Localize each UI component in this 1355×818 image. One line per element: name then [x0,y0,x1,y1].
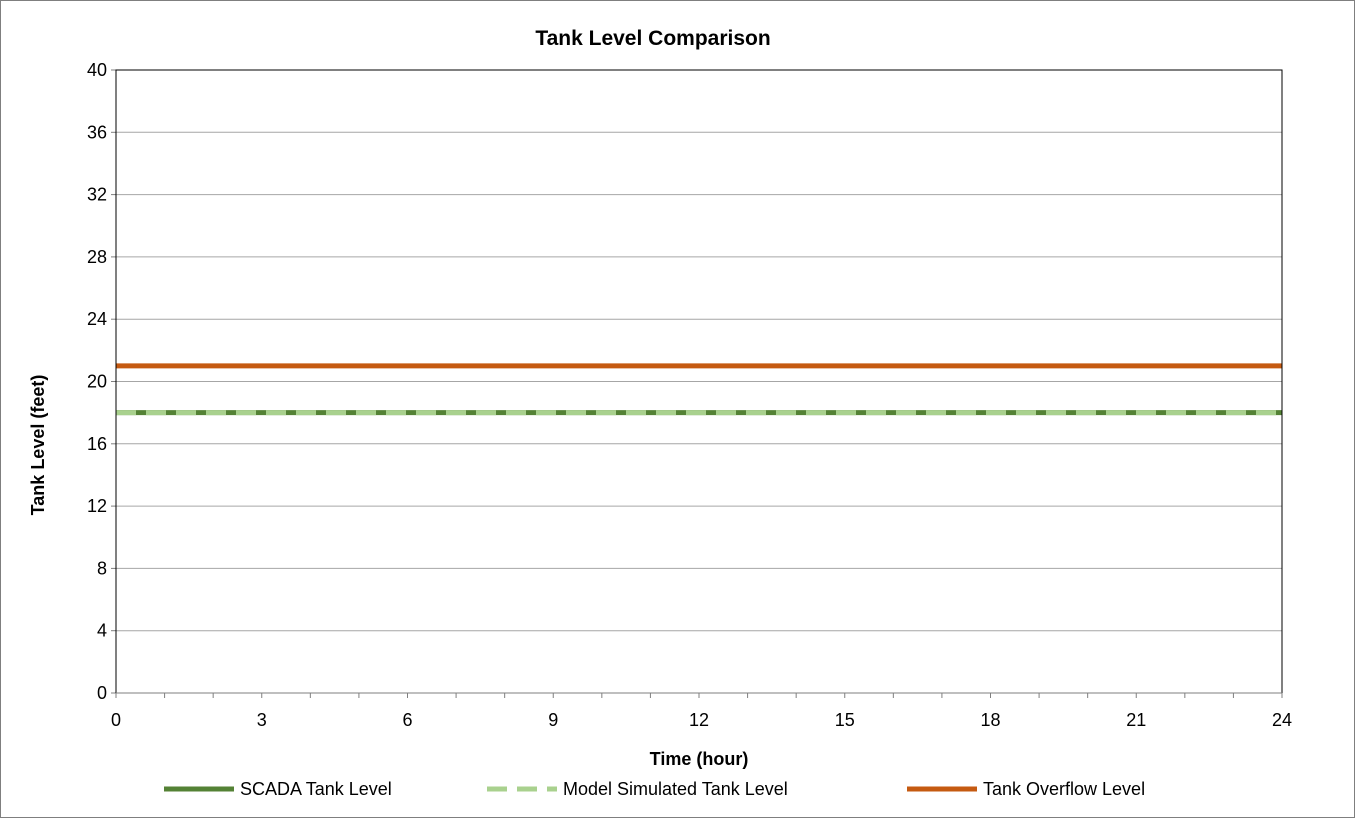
x-tick-label: 24 [1272,710,1292,730]
y-tick-label: 16 [87,434,107,454]
y-tick-label: 28 [87,247,107,267]
legend-label: SCADA Tank Level [240,779,392,799]
y-tick-label: 32 [87,185,107,205]
y-tick-label: 12 [87,496,107,516]
legend-label: Tank Overflow Level [983,779,1145,799]
y-tick-label: 4 [97,621,107,641]
x-tick-label: 15 [835,710,855,730]
legend-label: Model Simulated Tank Level [563,779,788,799]
x-tick-label: 0 [111,710,121,730]
x-tick-label: 21 [1126,710,1146,730]
legend: SCADA Tank Level Model Simulated Tank Lev… [164,779,1145,799]
x-tick-label: 12 [689,710,709,730]
x-tick-label: 3 [257,710,267,730]
x-tick-label: 9 [548,710,558,730]
x-axis-title: Time (hour) [650,749,749,769]
chart-title: Tank Level Comparison [535,27,770,50]
y-tick-label: 40 [87,60,107,80]
y-tick-label: 20 [87,372,107,392]
y-tick-label: 8 [97,558,107,578]
y-tick-label: 0 [97,683,107,703]
y-tick-label: 24 [87,309,107,329]
y-axis-title: Tank Level (feet) [28,375,48,516]
series-lines [116,363,1282,416]
x-tick-label: 6 [402,710,412,730]
y-tick-label: 36 [87,122,107,142]
x-tick-label: 18 [980,710,1000,730]
